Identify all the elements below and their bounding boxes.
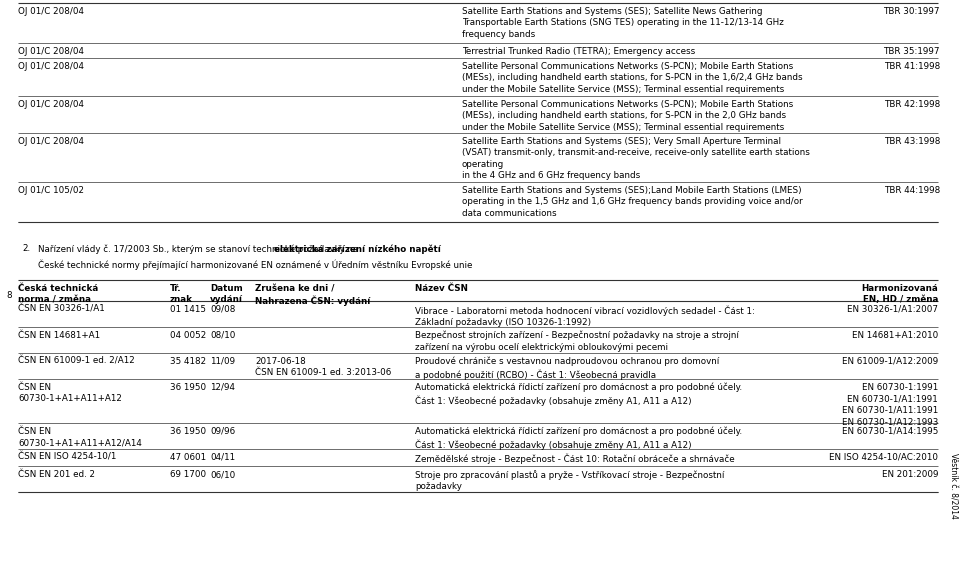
Text: 01 1415: 01 1415 xyxy=(170,305,206,314)
Text: Stroje pro zpracování plastů a pryže - Vstříkovací stroje - Bezpečnostní
požadav: Stroje pro zpracování plastů a pryže - V… xyxy=(415,470,725,491)
Text: Automatická elektrická řídictí zařízení pro domácnost a pro podobné účely.
Část : Automatická elektrická řídictí zařízení … xyxy=(415,427,742,450)
Text: Terrestrial Trunked Radio (TETRA); Emergency access: Terrestrial Trunked Radio (TETRA); Emerg… xyxy=(462,47,695,56)
Text: ČSN EN 61009-1 ed. 2/A12: ČSN EN 61009-1 ed. 2/A12 xyxy=(18,357,134,366)
Text: elektrická zařízení nízkého napětí: elektrická zařízení nízkého napětí xyxy=(275,244,441,254)
Text: OJ 01/C 208/04: OJ 01/C 208/04 xyxy=(18,62,84,71)
Text: 12/94: 12/94 xyxy=(210,383,235,392)
Text: ČSN EN 30326-1/A1: ČSN EN 30326-1/A1 xyxy=(18,305,105,314)
Text: ČSN EN 14681+A1: ČSN EN 14681+A1 xyxy=(18,331,100,340)
Text: 2.: 2. xyxy=(22,244,30,253)
Text: EN 201:2009: EN 201:2009 xyxy=(881,470,938,479)
Text: 09/96: 09/96 xyxy=(210,427,235,436)
Text: 11/09: 11/09 xyxy=(210,357,235,366)
Text: ČSN EN
60730-1+A1+A11+A12: ČSN EN 60730-1+A1+A11+A12 xyxy=(18,383,122,403)
Text: TBR 41:1998: TBR 41:1998 xyxy=(884,62,940,71)
Text: ČSN EN 201 ed. 2: ČSN EN 201 ed. 2 xyxy=(18,470,95,479)
Text: OJ 01/C 208/04: OJ 01/C 208/04 xyxy=(18,47,84,56)
Text: Harmonizovaná
EN, HD / změna: Harmonizovaná EN, HD / změna xyxy=(861,284,938,305)
Text: OJ 01/C 208/04: OJ 01/C 208/04 xyxy=(18,137,84,146)
Text: 36 1950: 36 1950 xyxy=(170,383,206,392)
Text: 8: 8 xyxy=(6,291,12,301)
Text: 09/08: 09/08 xyxy=(210,305,235,314)
Text: 06/10: 06/10 xyxy=(210,470,235,479)
Text: Proudové chrániče s vestavnou nadproudovou ochranou pro domovní
a podobné použit: Proudové chrániče s vestavnou nadproudov… xyxy=(415,357,719,380)
Text: Satellite Earth Stations and Systems (SES);Land Mobile Earth Stations (LMES)
ope: Satellite Earth Stations and Systems (SE… xyxy=(462,186,803,218)
Text: Zemědělské stroje - Bezpečnost - Část 10: Rotační obráceče a shrnávače: Zemědělské stroje - Bezpečnost - Část 10… xyxy=(415,453,734,464)
Text: Tř.
znak: Tř. znak xyxy=(170,284,193,305)
Text: České technické normy přejímající harmonizované EN oznámené v Úředním věstníku E: České technické normy přejímající harmon… xyxy=(38,260,472,271)
Text: 04 0052: 04 0052 xyxy=(170,331,206,340)
Text: Datum
vydání: Datum vydání xyxy=(210,284,243,305)
Text: Satellite Earth Stations and Systems (SES); Satellite News Gathering
Transportab: Satellite Earth Stations and Systems (SE… xyxy=(462,7,784,39)
Text: TBR 44:1998: TBR 44:1998 xyxy=(884,186,940,195)
Text: 08/10: 08/10 xyxy=(210,331,235,340)
Text: TBR 30:1997: TBR 30:1997 xyxy=(883,7,940,16)
Text: 69 1700: 69 1700 xyxy=(170,470,206,479)
Text: TBR 42:1998: TBR 42:1998 xyxy=(884,100,940,109)
Text: Satellite Personal Communications Networks (S-PCN); Mobile Earth Stations
(MESs): Satellite Personal Communications Networ… xyxy=(462,62,803,94)
Text: ČSN EN ISO 4254-10/1: ČSN EN ISO 4254-10/1 xyxy=(18,453,116,462)
Text: 36 1950: 36 1950 xyxy=(170,427,206,436)
Text: OJ 01/C 208/04: OJ 01/C 208/04 xyxy=(18,100,84,109)
Text: EN 14681+A1:2010: EN 14681+A1:2010 xyxy=(852,331,938,340)
Text: OJ 01/C 208/04: OJ 01/C 208/04 xyxy=(18,7,84,16)
Text: EN 30326-1/A1:2007: EN 30326-1/A1:2007 xyxy=(847,305,938,314)
Text: 2017-06-18
ČSN EN 61009-1 ed. 3:2013-06: 2017-06-18 ČSN EN 61009-1 ed. 3:2013-06 xyxy=(255,357,392,377)
Text: EN ISO 4254-10/AC:2010: EN ISO 4254-10/AC:2010 xyxy=(829,453,938,462)
Text: Automatická elektrická řídictí zařízení pro domácnost a pro podobné účely.
Část : Automatická elektrická řídictí zařízení … xyxy=(415,383,742,406)
Text: 47 0601: 47 0601 xyxy=(170,453,206,462)
Text: Věstník č. 8/2014: Věstník č. 8/2014 xyxy=(948,453,957,519)
Text: ČSN EN
60730-1+A1+A11+A12/A14: ČSN EN 60730-1+A1+A11+A12/A14 xyxy=(18,427,142,448)
Text: Bezpečnost strojních zařízení - Bezpečnostní požadavky na stroje a strojní
zaříz: Bezpečnost strojních zařízení - Bezpečno… xyxy=(415,331,739,352)
Text: EN 61009-1/A12:2009: EN 61009-1/A12:2009 xyxy=(842,357,938,366)
Text: EN 60730-1:1991
EN 60730-1/A1:1991
EN 60730-1/A11:1991
EN 60730-1/A12:1993: EN 60730-1:1991 EN 60730-1/A1:1991 EN 60… xyxy=(842,383,938,427)
Text: Satellite Personal Communications Networks (S-PCN); Mobile Earth Stations
(MESs): Satellite Personal Communications Networ… xyxy=(462,100,793,132)
Text: 35 4182: 35 4182 xyxy=(170,357,206,366)
Text: Nařízení vlády č. 17/2003 Sb., kterým se stanoví technické požadavky na: Nařízení vlády č. 17/2003 Sb., kterým se… xyxy=(38,244,361,254)
Text: TBR 35:1997: TBR 35:1997 xyxy=(883,47,940,56)
Text: EN 60730-1/A14:1995: EN 60730-1/A14:1995 xyxy=(842,427,938,436)
Text: Zrušena ke dni /
Nahrazena ČSN: vydání: Zrušena ke dni / Nahrazena ČSN: vydání xyxy=(255,284,371,306)
Text: TBR 43:1998: TBR 43:1998 xyxy=(883,137,940,146)
Text: OJ 01/C 105/02: OJ 01/C 105/02 xyxy=(18,186,84,195)
Text: Vibrace - Laboratorni metoda hodnocení vibrací vozidlových sedadel - Část 1:
Zák: Vibrace - Laboratorni metoda hodnocení v… xyxy=(415,305,755,327)
Text: Česká technická
norma / změna: Česká technická norma / změna xyxy=(18,284,98,305)
Text: Satellite Earth Stations and Systems (SES); Very Small Aperture Terminal
(VSAT) : Satellite Earth Stations and Systems (SE… xyxy=(462,137,810,180)
Text: Název ČSN: Název ČSN xyxy=(415,284,468,293)
Text: 04/11: 04/11 xyxy=(210,453,235,462)
